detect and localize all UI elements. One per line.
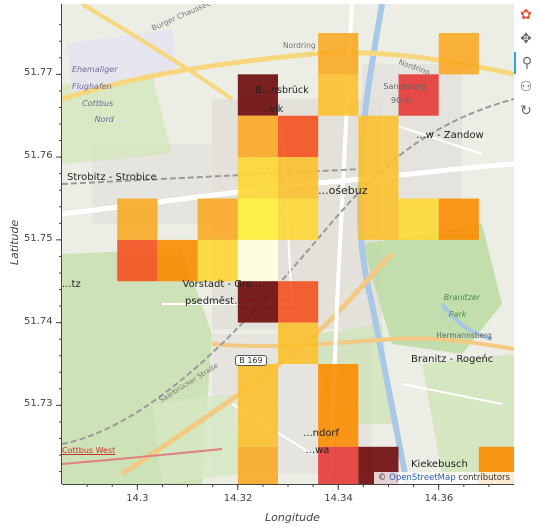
heatmap-cell — [398, 198, 439, 240]
attribution-suffix: contributors — [455, 473, 510, 483]
heatmap-cell — [197, 198, 238, 240]
map-label-b169: B 169 — [235, 355, 267, 367]
x-axis-title: Longitude — [265, 511, 320, 524]
x-tick-label: 14.36 — [424, 493, 454, 504]
heatmap-cell — [438, 33, 479, 75]
heatmap-cell — [237, 446, 278, 484]
map-label-vorstadt-2: psedměst... — [185, 295, 244, 307]
heatmap-cell — [278, 115, 319, 158]
heatmap-layer — [117, 33, 514, 484]
map-label-sandorf: ...ndorf — [303, 428, 340, 440]
map-label-sanzeberg-alt: 90 m — [391, 96, 412, 105]
heatmap-cell — [398, 74, 439, 116]
heatmap-cell — [318, 364, 359, 406]
map-label-strobitz: Strobitz - Strobice — [67, 171, 157, 183]
map-label-hermannsberg: Hermannsberg — [436, 330, 492, 340]
y-axis-title: Latitude — [8, 219, 22, 266]
map-label-ehemaliger: Ehemaliger — [72, 65, 118, 75]
heatmap-cell — [358, 157, 399, 199]
heatmap-cell — [237, 281, 278, 323]
map-label-branitzer-park: Branitzer — [443, 293, 481, 302]
x-tick-label: 14.34 — [324, 493, 353, 504]
openstreetmap-link[interactable]: OpenStreetMap — [389, 473, 456, 483]
heatmap-cell — [237, 74, 278, 116]
heatmap-cell — [157, 239, 198, 282]
map-label-cottbus: Cottbus — [82, 98, 114, 108]
map-label-flughafen: Flughafen — [72, 82, 112, 91]
y-tick-label: 51.74 — [24, 315, 53, 327]
x-tick-label: 14.3 — [126, 493, 149, 504]
map-label-kiekebusch: Kiekebusch — [411, 459, 468, 470]
reset-icon[interactable]: ↻ — [520, 103, 532, 119]
map-label-nordring: Nordring — [283, 40, 316, 50]
y-tick-label: 51.76 — [24, 150, 53, 162]
map-label-sanzeberg: Sanzeberg — [383, 82, 426, 91]
map-label-nord: Nord — [94, 115, 114, 125]
heatmap-cell — [278, 281, 319, 323]
map-label-sandorf-2: ...wa — [305, 444, 330, 456]
attribution-prefix: © — [377, 473, 390, 483]
pan-icon[interactable]: ✥ — [520, 31, 532, 47]
map-label-branitz: Branitz - Rogeńc — [411, 353, 494, 365]
heatmap-cell — [278, 198, 319, 240]
heatmap-cell — [197, 239, 238, 282]
plot-toolbar: ✿ ✥ ⚲ ⚇ ↻ — [514, 4, 538, 129]
heatmap-cell — [318, 405, 359, 447]
y-tick-label: 51.75 — [24, 232, 53, 244]
heatmap-cell — [117, 239, 158, 282]
map-label-branitz-district-2: ...vik — [260, 104, 284, 116]
heatmap-cell — [278, 157, 319, 199]
map-label-vorstadt: Vorstadt - Gro... — [182, 279, 262, 291]
heatmap-cell — [318, 446, 359, 484]
heatmap-cell — [358, 115, 399, 158]
heatmap-cell — [318, 33, 359, 75]
map-attribution: © OpenStreetMap contributors — [373, 472, 514, 484]
box-zoom-icon[interactable]: ⚲ — [514, 52, 538, 74]
map-label-zandow: ...w - Zandow — [416, 130, 484, 142]
heatmap-cell — [117, 198, 158, 240]
heatmap-cell — [278, 322, 319, 364]
heatmap-cell — [237, 198, 278, 240]
heatmap-cell — [237, 364, 278, 406]
x-tick-label: 14.32 — [223, 493, 253, 504]
heatmap-cell — [318, 74, 359, 116]
map-label-ritz: ...tz — [62, 279, 81, 291]
map-plot-area[interactable]: Burger Chaussee Ehemaliger Flughafen Cottbu… — [62, 4, 514, 484]
map-label-cottbus-west: Cottbus West — [62, 446, 116, 456]
wheel-zoom-icon[interactable]: ⚇ — [519, 79, 533, 95]
bokeh-logo-icon: ✿ — [520, 7, 532, 23]
map-tiles — [62, 4, 514, 484]
heatmap-cell — [237, 405, 278, 447]
heatmap-cell — [237, 239, 278, 282]
map-label-branitzer-park-2: Park — [448, 309, 467, 319]
heatmap-cell — [237, 157, 278, 199]
y-tick-label: 51.73 — [24, 398, 53, 410]
y-tick-label: 51.77 — [24, 67, 53, 79]
heatmap-cell — [358, 198, 399, 240]
heatmap-cell — [237, 115, 278, 158]
heatmap-cell — [438, 198, 479, 240]
map-label-branitz-district: B...nsbrück — [255, 85, 309, 97]
map-label-cottbus-center: ...ośebuz — [318, 183, 368, 197]
